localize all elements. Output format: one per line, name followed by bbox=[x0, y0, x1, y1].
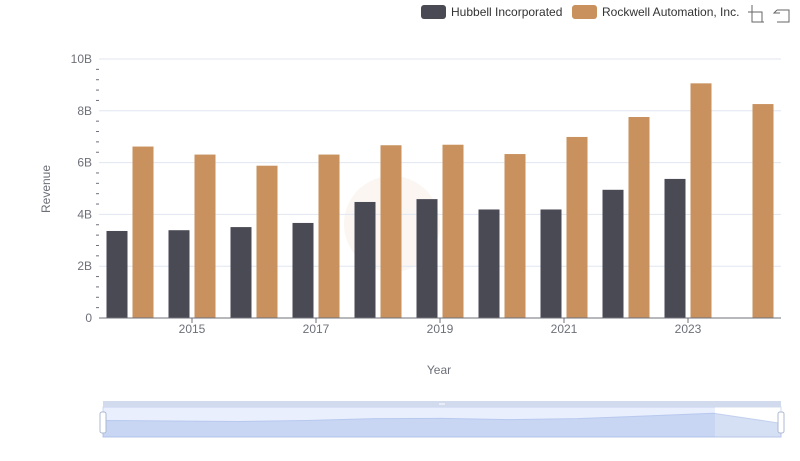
bar-hubbell-2017[interactable] bbox=[292, 222, 314, 318]
zoom-icon[interactable] bbox=[748, 5, 764, 23]
bar-rockwell-2023[interactable] bbox=[690, 83, 712, 318]
legend-item-rockwell[interactable]: Rockwell Automation, Inc. bbox=[572, 5, 739, 19]
bar-rockwell-2021[interactable] bbox=[566, 136, 588, 318]
x-tick-label: 2023 bbox=[675, 322, 702, 336]
y-tick-label: 2B bbox=[77, 259, 92, 273]
bar-hubbell-2020[interactable] bbox=[478, 209, 500, 318]
bar-rockwell-2017[interactable] bbox=[318, 154, 340, 318]
bar-hubbell-2019[interactable] bbox=[416, 199, 438, 318]
y-axis: 0 2B 4B 6B 8B 10B bbox=[71, 52, 99, 325]
x-ticks: 2015 2017 2019 2021 2023 bbox=[179, 318, 702, 336]
bar-rockwell-2022[interactable] bbox=[628, 117, 650, 319]
bars bbox=[106, 83, 774, 319]
x-axis-title: Year bbox=[427, 363, 451, 377]
y-tick-label: 10B bbox=[71, 52, 92, 66]
bar-rockwell-2014[interactable] bbox=[132, 146, 154, 318]
y-tick-label: 6B bbox=[77, 156, 92, 170]
bar-hubbell-2014[interactable] bbox=[106, 230, 128, 318]
x-tick-label: 2019 bbox=[427, 322, 454, 336]
data-zoom-selection[interactable] bbox=[103, 407, 715, 437]
y-tick-label: 0 bbox=[85, 311, 92, 325]
data-zoom-move-handle[interactable] bbox=[439, 403, 445, 405]
legend-label-rockwell: Rockwell Automation, Inc. bbox=[602, 5, 739, 19]
bar-rockwell-2018[interactable] bbox=[380, 145, 402, 318]
x-tick-label: 2017 bbox=[303, 322, 330, 336]
x-tick-label: 2015 bbox=[179, 322, 206, 336]
legend-label-hubbell: Hubbell Incorporated bbox=[451, 5, 562, 19]
data-zoom-handle-left[interactable] bbox=[99, 411, 107, 434]
y-tick-label: 8B bbox=[77, 104, 92, 118]
restore-icon[interactable] bbox=[772, 9, 790, 23]
bar-rockwell-2016[interactable] bbox=[256, 165, 278, 318]
bar-rockwell-2020[interactable] bbox=[504, 154, 526, 318]
bar-rockwell-2024[interactable] bbox=[752, 104, 774, 318]
y-tick-label: 4B bbox=[77, 207, 92, 221]
data-zoom-handle-right[interactable] bbox=[777, 411, 785, 434]
bar-hubbell-2018[interactable] bbox=[354, 201, 376, 318]
x-tick-label: 2021 bbox=[551, 322, 578, 336]
data-zoom-preview bbox=[102, 412, 782, 438]
bar-hubbell-2016[interactable] bbox=[230, 227, 252, 318]
data-zoom-slider[interactable] bbox=[99, 401, 785, 438]
bar-rockwell-2019[interactable] bbox=[442, 144, 464, 318]
legend-swatch-hubbell bbox=[421, 5, 446, 19]
bar-hubbell-2015[interactable] bbox=[168, 230, 190, 318]
bar-hubbell-2021[interactable] bbox=[540, 209, 562, 318]
legend: Hubbell Incorporated Rockwell Automation… bbox=[421, 5, 739, 19]
bar-rockwell-2015[interactable] bbox=[194, 154, 216, 318]
bar-hubbell-2022[interactable] bbox=[602, 189, 624, 318]
legend-swatch-rockwell bbox=[572, 5, 597, 19]
y-axis-title: Revenue bbox=[39, 165, 53, 213]
bar-hubbell-2023[interactable] bbox=[664, 178, 686, 318]
legend-item-hubbell[interactable]: Hubbell Incorporated bbox=[421, 5, 562, 19]
